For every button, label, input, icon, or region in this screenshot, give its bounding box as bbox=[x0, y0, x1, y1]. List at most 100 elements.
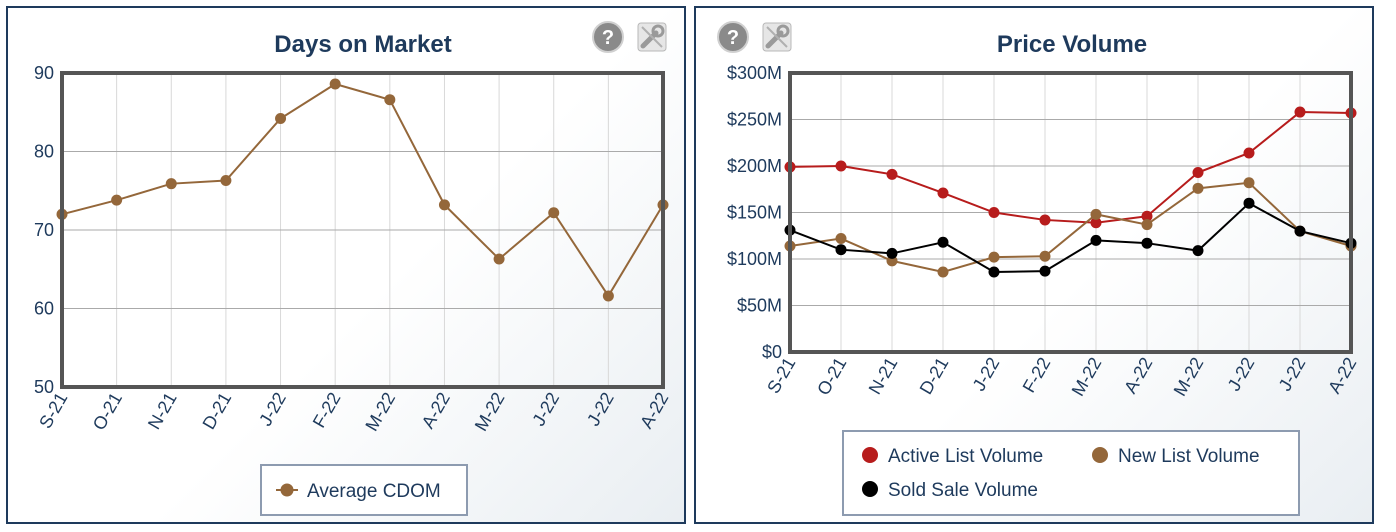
data-point-average-cdom[interactable] bbox=[220, 175, 232, 187]
x-tick-label: N-21 bbox=[865, 354, 902, 398]
series-line-active-list-volume bbox=[789, 111, 1352, 224]
legend-marker-sold-sale-volume bbox=[862, 481, 878, 497]
y-tick-label: 60 bbox=[34, 299, 54, 319]
y-tick-label: 80 bbox=[34, 142, 54, 162]
x-tick-label: O-21 bbox=[813, 354, 850, 399]
y-tick-label: $100M bbox=[727, 249, 782, 269]
legend: Active List Volume New List Volume Sold … bbox=[842, 430, 1300, 516]
series-line-sold-sale-volume bbox=[789, 201, 1352, 274]
data-point-active-list-volume[interactable] bbox=[1141, 210, 1153, 222]
data-point-sold-sale-volume[interactable] bbox=[1090, 234, 1102, 246]
y-tick-label: $0 bbox=[762, 342, 782, 362]
question-circle-icon[interactable]: ? bbox=[592, 21, 624, 53]
data-point-active-list-volume[interactable] bbox=[1294, 106, 1306, 118]
x-tick-label: D-21 bbox=[199, 389, 236, 433]
x-tick-label: A-22 bbox=[636, 389, 672, 432]
data-point-sold-sale-volume[interactable] bbox=[1294, 225, 1306, 237]
x-tick-label: A-22 bbox=[1120, 354, 1156, 397]
wrench-icon[interactable] bbox=[637, 22, 667, 52]
data-point-average-cdom[interactable] bbox=[438, 199, 450, 211]
data-point-sold-sale-volume[interactable] bbox=[1192, 245, 1204, 257]
data-point-new-list-volume[interactable] bbox=[1192, 182, 1204, 194]
data-point-active-list-volume[interactable] bbox=[1243, 147, 1255, 159]
data-point-new-list-volume[interactable] bbox=[1090, 208, 1102, 220]
data-point-sold-sale-volume[interactable] bbox=[886, 247, 898, 259]
legend-marker-new-list-volume bbox=[1092, 447, 1108, 463]
x-tick-label: F-22 bbox=[1019, 354, 1055, 396]
data-point-sold-sale-volume[interactable] bbox=[1243, 197, 1255, 209]
data-point-active-list-volume[interactable] bbox=[937, 187, 949, 199]
x-tick-label: J-22 bbox=[255, 389, 290, 429]
x-tick-label: J-22 bbox=[583, 389, 618, 429]
x-tick-label: O-21 bbox=[89, 389, 126, 434]
y-tick-label: $300M bbox=[727, 63, 782, 83]
x-tick-label: M-22 bbox=[361, 389, 399, 435]
data-point-sold-sale-volume[interactable] bbox=[1141, 237, 1153, 249]
data-point-new-list-volume[interactable] bbox=[835, 233, 847, 245]
data-point-new-list-volume[interactable] bbox=[937, 266, 949, 278]
data-point-average-cdom[interactable] bbox=[548, 207, 560, 219]
legend-label-average-cdom: Average CDOM bbox=[307, 481, 441, 502]
x-tick-label: J-22 bbox=[1224, 354, 1259, 394]
data-point-average-cdom[interactable] bbox=[111, 194, 123, 206]
data-point-active-list-volume[interactable] bbox=[988, 207, 1000, 218]
data-point-active-list-volume[interactable] bbox=[886, 168, 898, 180]
x-tick-label: F-22 bbox=[309, 389, 345, 431]
data-point-average-cdom[interactable] bbox=[275, 113, 287, 125]
x-tick-label: D-21 bbox=[916, 354, 953, 398]
data-point-average-cdom[interactable] bbox=[165, 178, 177, 190]
legend-label-active-list-volume: Active List Volume bbox=[888, 446, 1043, 467]
svg-text:?: ? bbox=[727, 27, 739, 49]
wrench-icon[interactable] bbox=[762, 22, 792, 52]
chart-title: Days on Market bbox=[274, 31, 451, 58]
x-tick-label: J-22 bbox=[528, 389, 563, 429]
price-volume-chart: Price Volume ? $0 $50M $100M $150M $200M $250… bbox=[717, 21, 1360, 516]
y-tick-label: $150M bbox=[727, 203, 782, 223]
plot-frame bbox=[60, 71, 665, 389]
x-tick-label: M-22 bbox=[1170, 354, 1208, 400]
y-tick-label: 50 bbox=[34, 377, 54, 397]
price-volume-panel: Price Volume ? $0 $50M $100M $150M $200M $250… bbox=[694, 6, 1374, 524]
data-point-active-list-volume[interactable] bbox=[835, 160, 847, 172]
y-tick-label: 90 bbox=[34, 63, 54, 83]
data-point-new-list-volume[interactable] bbox=[1141, 219, 1153, 231]
series-line-average-cdom bbox=[61, 82, 664, 298]
x-tick-label: A-22 bbox=[1324, 354, 1360, 397]
legend: Average CDOM bbox=[260, 464, 468, 516]
data-point-sold-sale-volume[interactable] bbox=[835, 244, 847, 256]
series-line-new-list-volume bbox=[789, 181, 1352, 274]
x-tick-label: A-22 bbox=[418, 389, 454, 432]
data-point-active-list-volume[interactable] bbox=[1090, 217, 1102, 229]
data-point-average-cdom[interactable] bbox=[329, 78, 341, 90]
legend-marker-average-cdom bbox=[280, 483, 294, 497]
data-point-average-cdom[interactable] bbox=[602, 290, 614, 302]
y-tick-label: $50M bbox=[737, 296, 782, 316]
days-on-market-panel: Days on Market ? 50 60 70 80 90 S-21 O-21 N-21 D… bbox=[6, 6, 686, 524]
question-circle-icon[interactable]: ? bbox=[717, 21, 749, 53]
svg-text:?: ? bbox=[602, 27, 614, 49]
data-point-new-list-volume[interactable] bbox=[988, 251, 1000, 263]
data-point-average-cdom[interactable] bbox=[493, 253, 505, 265]
plot-frame bbox=[788, 71, 1353, 354]
x-tick-label: M-22 bbox=[1068, 354, 1106, 400]
data-point-sold-sale-volume[interactable] bbox=[1039, 265, 1051, 277]
y-tick-label: $250M bbox=[727, 110, 782, 130]
data-point-active-list-volume[interactable] bbox=[1192, 167, 1204, 179]
data-point-sold-sale-volume[interactable] bbox=[988, 266, 1000, 278]
data-point-new-list-volume[interactable] bbox=[1243, 177, 1255, 189]
data-point-active-list-volume[interactable] bbox=[1039, 214, 1051, 226]
x-tick-label: J-22 bbox=[969, 354, 1004, 394]
data-point-new-list-volume[interactable] bbox=[1039, 250, 1051, 262]
y-tick-label: $200M bbox=[727, 156, 782, 176]
legend-label-new-list-volume: New List Volume bbox=[1118, 446, 1260, 467]
legend-label-sold-sale-volume: Sold Sale Volume bbox=[888, 480, 1038, 501]
x-tick-label: N-21 bbox=[144, 389, 181, 433]
legend-marker-active-list-volume bbox=[862, 447, 878, 463]
data-point-average-cdom[interactable] bbox=[384, 94, 396, 106]
chart-title: Price Volume bbox=[997, 31, 1147, 58]
x-tick-label: J-22 bbox=[1275, 354, 1310, 394]
y-tick-label: 70 bbox=[34, 220, 54, 240]
data-point-sold-sale-volume[interactable] bbox=[937, 236, 949, 248]
x-tick-label: M-22 bbox=[471, 389, 509, 435]
